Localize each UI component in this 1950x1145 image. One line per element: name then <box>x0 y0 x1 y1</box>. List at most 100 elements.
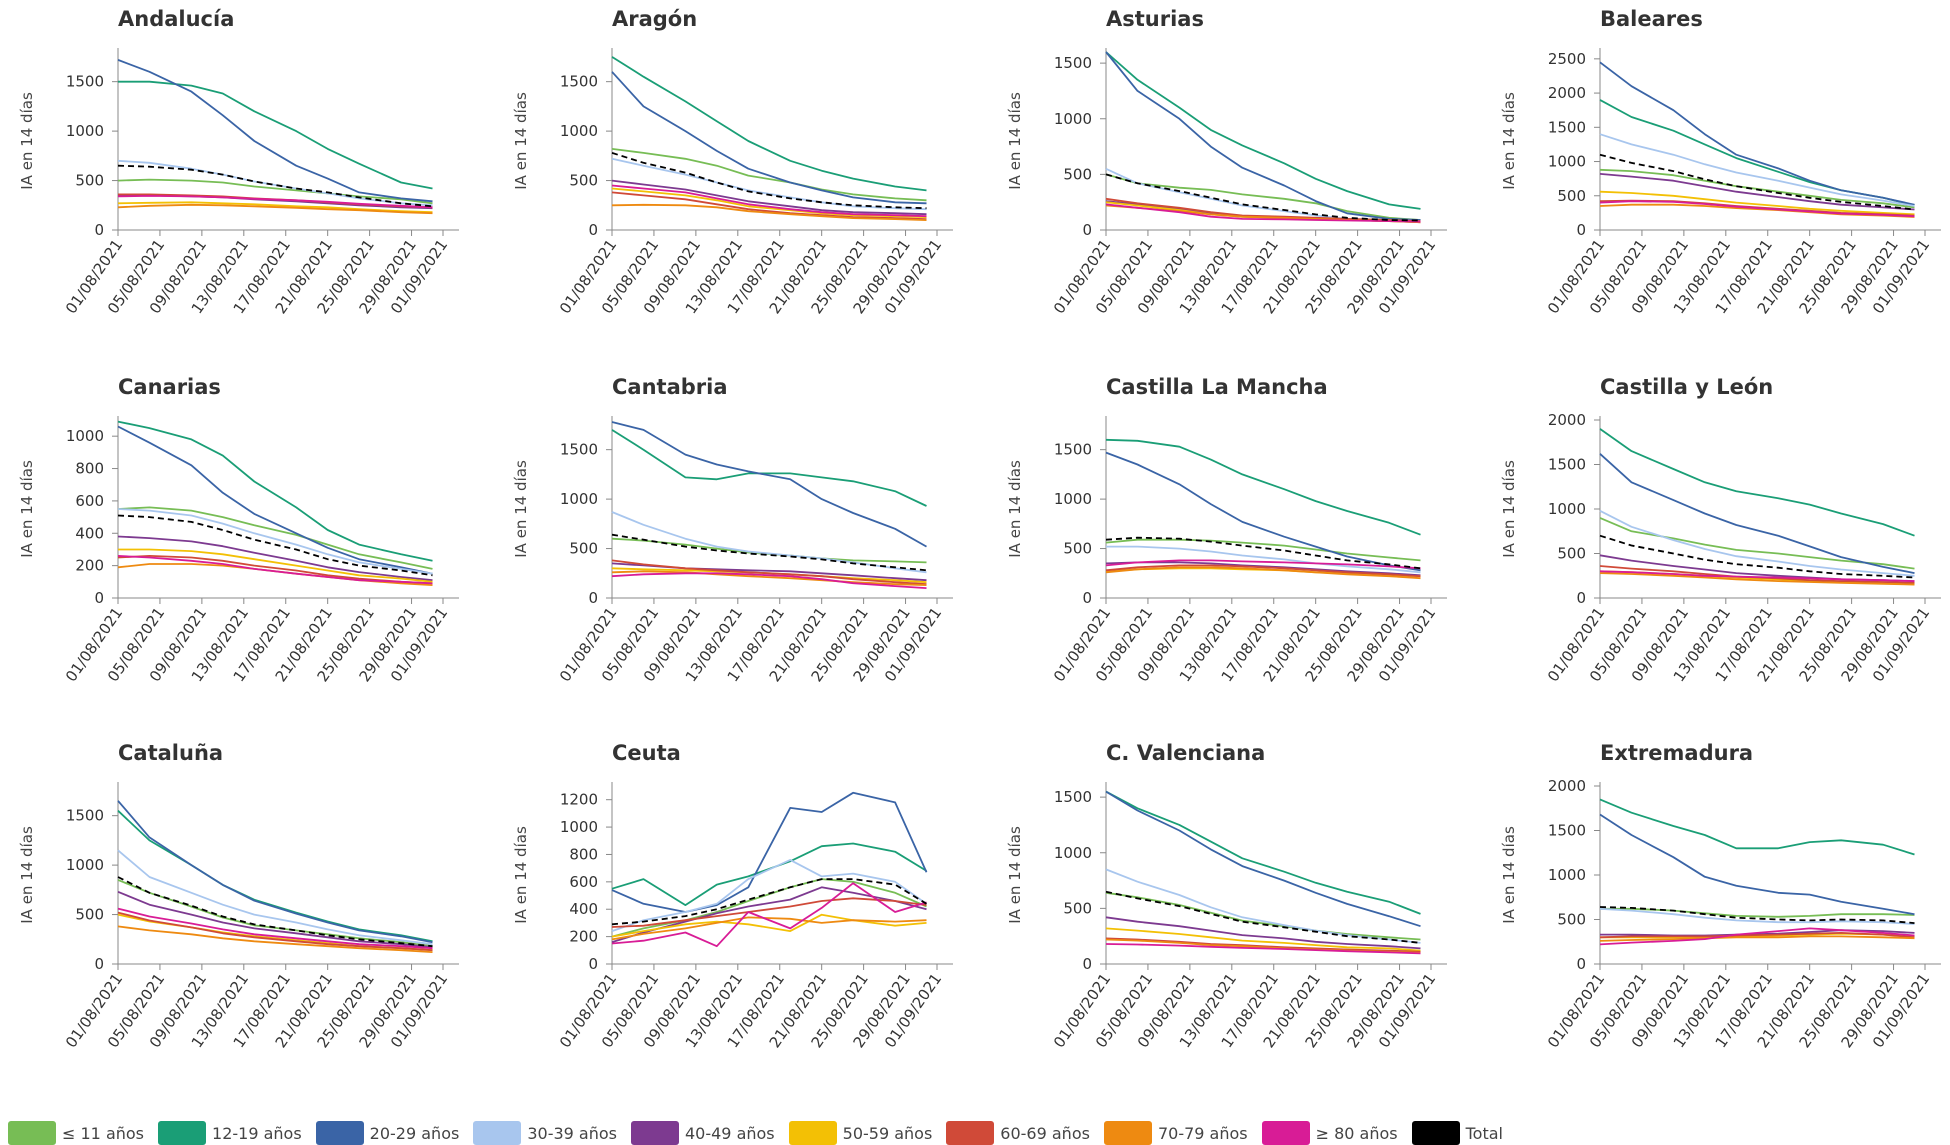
series-line <box>611 537 927 564</box>
y-tick-label: 0 <box>1082 221 1092 239</box>
series-line <box>1106 545 1421 574</box>
series-line <box>611 882 927 948</box>
y-axis-label: IA en 14 días <box>512 460 530 558</box>
legend-swatch <box>788 1121 837 1145</box>
legend-item[interactable]: 70-79 años <box>1103 1121 1248 1145</box>
y-axis-label: IA en 14 días <box>18 826 36 924</box>
series-line <box>1105 197 1421 222</box>
series-line <box>1105 451 1421 572</box>
series-line <box>611 152 927 210</box>
y-axis-label: IA en 14 días <box>512 826 530 924</box>
y-tick-label: 1500 <box>1548 822 1586 840</box>
series-line <box>1599 173 1915 211</box>
series-line <box>611 913 927 938</box>
series-line <box>611 916 927 941</box>
chart-title: Andalucía <box>118 7 234 31</box>
y-tick-label: 0 <box>1082 955 1092 973</box>
series-line <box>117 514 433 577</box>
y-tick-label: 0 <box>94 589 104 607</box>
y-tick-label: 1000 <box>560 818 598 836</box>
legend-item[interactable]: 50-59 años <box>788 1121 933 1145</box>
legend-item[interactable]: 30-39 años <box>473 1121 617 1145</box>
series-line <box>1599 517 1915 570</box>
series-line <box>117 876 433 948</box>
y-tick-label: 500 <box>75 172 104 190</box>
y-tick-label: 600 <box>75 492 104 510</box>
series-line <box>611 559 927 586</box>
legend-swatch <box>473 1121 522 1145</box>
y-tick-label: 2000 <box>1548 411 1586 429</box>
chart-panel: Castilla y León IA en 14 días 0 500 1000 1500… <box>1500 375 1941 685</box>
series-line <box>1599 932 1915 939</box>
legend-label: ≤ 11 años <box>62 1123 145 1143</box>
series-line <box>1599 190 1915 216</box>
y-tick-label: 1000 <box>560 122 598 140</box>
series-line <box>611 56 927 192</box>
series-line <box>1599 509 1915 577</box>
legend-item[interactable]: ≥ 80 años <box>1261 1121 1398 1145</box>
y-tick-label: 1000 <box>1054 844 1092 862</box>
series-line <box>1105 51 1421 210</box>
y-tick-label: 1500 <box>66 807 104 825</box>
legend-label: ≥ 80 años <box>1315 1123 1398 1143</box>
chart-title: Castilla y León <box>1600 375 1773 399</box>
legend-item[interactable]: 40-49 años <box>630 1121 775 1145</box>
legend-swatch <box>158 1121 207 1145</box>
series-line <box>1599 906 1915 924</box>
y-tick-label: 500 <box>569 172 598 190</box>
y-tick-label: 800 <box>75 460 104 478</box>
y-tick-label: 0 <box>588 955 598 973</box>
series-line <box>1105 51 1421 221</box>
series-line <box>1105 559 1421 570</box>
legend-label: 60-69 años <box>1000 1123 1090 1143</box>
series-line <box>117 59 433 203</box>
y-tick-label: 500 <box>569 540 598 558</box>
series-line <box>611 897 927 928</box>
y-tick-label: 1200 <box>560 791 598 809</box>
series-line <box>1599 153 1915 211</box>
series-line <box>1105 536 1421 570</box>
y-tick-label: 1000 <box>1548 866 1586 884</box>
y-tick-label: 600 <box>569 873 598 891</box>
series-line <box>1599 570 1915 582</box>
legend-swatch <box>630 1121 679 1145</box>
series-line <box>1105 438 1421 536</box>
y-tick-label: 0 <box>588 221 598 239</box>
y-tick-label: 0 <box>94 955 104 973</box>
legend-item[interactable]: 12-19 años <box>158 1121 302 1145</box>
y-axis-label: IA en 14 días <box>1006 460 1024 558</box>
series-line <box>1599 453 1915 574</box>
chart-panel: Extremadura IA en 14 días 0 500 1000 1500 2000… <box>1500 741 1941 1051</box>
series-line <box>1599 813 1915 916</box>
series-line <box>1105 203 1421 223</box>
y-axis-label: IA en 14 días <box>1500 826 1518 924</box>
series-line <box>1105 173 1421 221</box>
y-tick-label: 500 <box>1557 187 1586 205</box>
chart-panel: Castilla La Mancha IA en 14 días 0 500 1000 1… <box>1006 375 1447 685</box>
series-line <box>611 187 927 218</box>
chart-title: Asturias <box>1106 7 1204 31</box>
legend-label: 50-59 años <box>842 1123 933 1143</box>
legend-item[interactable]: 60-69 años <box>946 1121 1090 1145</box>
y-tick-label: 500 <box>1063 899 1092 917</box>
y-tick-label: 1000 <box>66 427 104 445</box>
series-line <box>117 201 433 214</box>
series-line <box>1599 935 1915 942</box>
legend-item[interactable]: 20-29 años <box>315 1121 459 1145</box>
legend-label: Total <box>1465 1123 1503 1143</box>
series-line <box>1599 572 1915 586</box>
legend-item[interactable]: Total <box>1411 1121 1503 1145</box>
chart-title: Castilla La Mancha <box>1106 375 1328 399</box>
series-line <box>1105 561 1421 577</box>
legend-swatch <box>946 1121 995 1145</box>
series-line <box>611 421 927 548</box>
y-tick-label: 1500 <box>1054 54 1092 72</box>
series-line <box>118 548 433 583</box>
y-tick-label: 0 <box>1576 221 1586 239</box>
legend-swatch <box>1411 1121 1460 1145</box>
legend-item[interactable]: ≤ 11 años <box>8 1121 144 1145</box>
